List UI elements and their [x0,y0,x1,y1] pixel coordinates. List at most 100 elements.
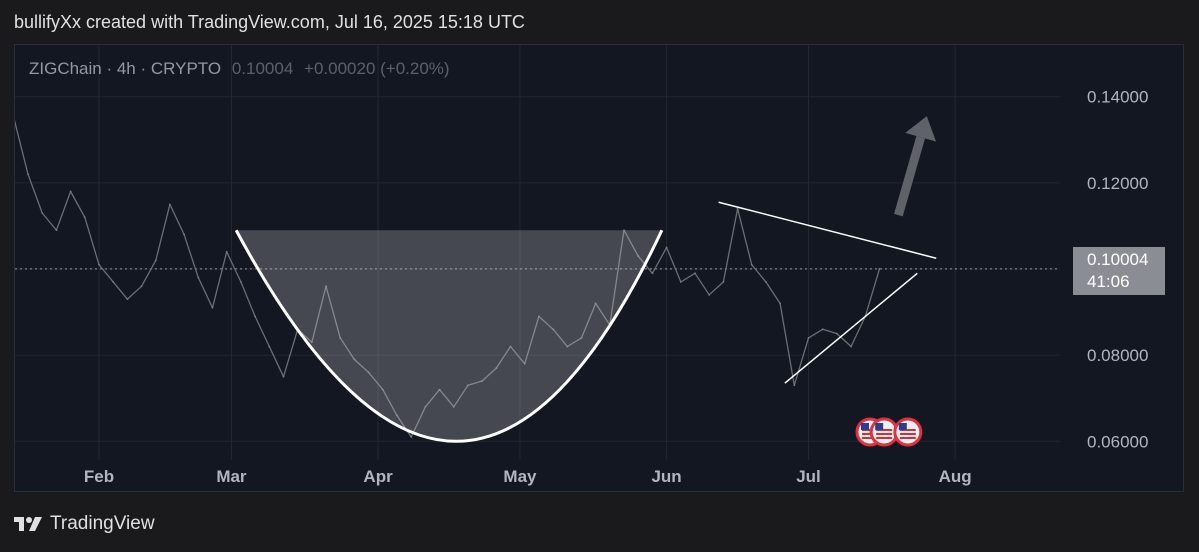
price-point [552,328,554,331]
price-point [27,173,29,176]
price-point [665,246,668,249]
price-point [679,281,682,283]
price-point [495,367,498,369]
x-tick-label: Feb [84,467,114,486]
price-point [98,263,100,266]
price-point [240,281,242,283]
us-flag-icon [893,417,923,447]
price-point [779,302,782,305]
x-tick-label: Aug [939,467,972,486]
price-point [850,345,852,348]
price-point [140,285,143,288]
price-point [722,281,725,283]
price-point [282,375,285,378]
price-point [339,337,342,339]
flag-stripe [876,429,893,431]
cup-fill [236,230,662,442]
x-tick-label: May [503,467,537,486]
price-point [452,405,455,408]
flag-stripe [899,429,916,431]
price-point [254,315,256,318]
price-point [55,229,58,232]
price-point [736,207,739,210]
chart-author-header: bullifyXx created with TradingView.com, … [14,12,525,32]
flag-stripe [899,433,916,435]
price-point [708,293,711,296]
price-point [154,259,157,262]
price-point [821,328,824,331]
symbol-label: ZIGChain · 4h · CRYPTO [29,59,222,78]
price-point [353,358,356,361]
y-tick-label: 0.06000 [1087,432,1148,451]
price-point [509,345,512,348]
current-price-tag: 0.10004 41:06 [1073,247,1165,295]
tradingview-footer[interactable]: TradingView [14,513,155,535]
flag-canton [898,423,907,430]
price-point [169,203,171,206]
triangle-upper-line [718,201,937,259]
price-point [396,414,398,417]
price-point [580,337,583,339]
x-tick-label: Jul [796,467,821,486]
symbol-legend: ZIGChain · 4h · CRYPTO 0.10004 +0.00020 … [29,59,450,79]
x-tick-label: Mar [216,467,247,486]
flag-canton [860,423,869,430]
y-tick-label: 0.08000 [1087,346,1148,365]
tradingview-logo-icon [14,515,44,533]
price-point [410,436,413,438]
us-flag-icon [869,417,899,447]
price-point [594,302,597,305]
price-point [651,272,654,275]
price-point [566,345,569,348]
breakout-arrow-shaft [894,135,926,217]
price-point [793,384,796,387]
price-point [268,345,271,348]
price-point [523,362,526,365]
legend-price: 0.10004 [231,59,294,78]
flag-stripe [876,433,893,435]
legend-change: +0.00020 (+0.20%) [304,59,450,78]
x-tick-label: Jun [651,467,681,486]
price-point [211,306,214,309]
price-point [694,272,696,275]
price-point [637,255,640,257]
price-point [481,380,484,382]
y-tick-label: 0.14000 [1087,88,1148,107]
price-point [537,315,540,318]
chart-area[interactable]: Feb Mar Apr May Jun Jul Aug 0.14000 0.12000 0.100… [14,44,1184,492]
flag-stripe [899,437,916,439]
price-point [112,281,115,283]
price-point [69,190,72,193]
price-chart[interactable]: Feb Mar Apr May Jun Jul Aug 0.14000 0.12000 0.100… [15,45,1184,492]
price-point [835,332,838,335]
price-point [438,388,441,391]
price-point [623,229,625,232]
price-point [197,276,200,279]
price-point [750,263,753,266]
y-tick-label: 0.12000 [1087,174,1148,193]
cup-curve [234,229,664,443]
triangle-lower-line [784,272,918,384]
bar-countdown: 41:06 [1087,272,1130,291]
price-point [310,341,313,344]
price-point [424,405,427,408]
price-point [765,281,767,283]
breakout-arrow-head [905,116,937,142]
price-point [225,250,228,253]
price-point [126,298,129,301]
price-point [807,337,810,339]
flag-stripe [876,437,893,439]
price-point [367,371,370,374]
flag-stripe [861,437,878,439]
price-point [183,233,186,236]
current-price-value: 0.10004 [1087,250,1149,269]
price-point [381,388,384,391]
price-point [467,384,469,387]
price-point [83,216,86,219]
price-point [325,285,327,288]
price-point [41,212,44,214]
tradingview-brand: TradingView [50,513,155,534]
flag-canton [875,423,884,430]
x-tick-label: Apr [363,467,393,486]
price-point [878,267,881,270]
